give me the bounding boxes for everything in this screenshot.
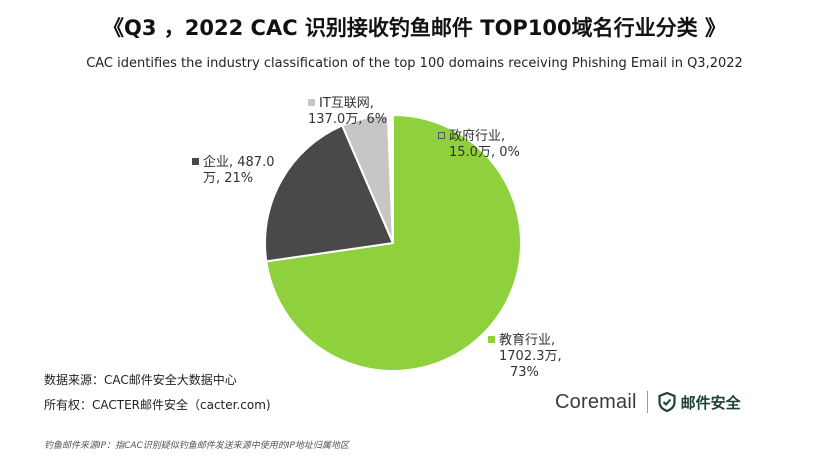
label-education: 教育行业, 1702.3万, 73% [488, 333, 562, 381]
label-it-line1: IT互联网, [319, 96, 374, 111]
brand-divider [646, 391, 648, 413]
chart-title: 《Q3 ，2022 CAC 识别接收钓鱼邮件 TOP100域名行业分类 》 [103, 16, 726, 40]
edu-marker-icon [488, 336, 495, 343]
label-gov-line1: 政府行业, [449, 129, 506, 144]
brand-cn-name: 邮件安全 [680, 393, 741, 412]
label-ent-line2: 万, 21% [203, 171, 254, 186]
gov-marker-icon [438, 132, 445, 139]
label-enterprise: 企业, 487.0 万, 21% [192, 155, 274, 187]
pie-slice-enterprise [264, 124, 394, 263]
label-edu-line3: 73% [510, 365, 539, 380]
it-marker-icon [308, 99, 315, 106]
brand-name: Coremail [555, 390, 637, 413]
data-source: 数据来源：CAC邮件安全大数据中心 [44, 373, 237, 387]
label-edu-line2: 1702.3万, [499, 349, 562, 364]
enterprise-marker-icon [192, 158, 199, 165]
footnote: 钓鱼邮件来源IP：指CAC识别疑似钓鱼邮件发送来源中使用的IP地址归属地区 [44, 441, 349, 451]
copyright: 所有权：CACTER邮件安全（cacter.com) [44, 398, 271, 412]
label-it-internet: IT互联网, 137.0万, 6% [308, 96, 387, 128]
pie-slice-government [386, 113, 394, 244]
label-edu-line1: 教育行业, [499, 333, 556, 348]
label-it-line2: 137.0万, 6% [308, 112, 388, 127]
label-government: 政府行业, 15.0万, 0% [438, 129, 520, 161]
brand-logo: Coremail 邮件安全 [555, 388, 741, 416]
label-ent-line1: 企业, 487.0 [203, 155, 275, 170]
label-gov-line2: 15.0万, 0% [449, 145, 520, 160]
shield-icon [658, 392, 676, 412]
chart-subtitle: CAC identifies the industry classificati… [86, 56, 743, 71]
